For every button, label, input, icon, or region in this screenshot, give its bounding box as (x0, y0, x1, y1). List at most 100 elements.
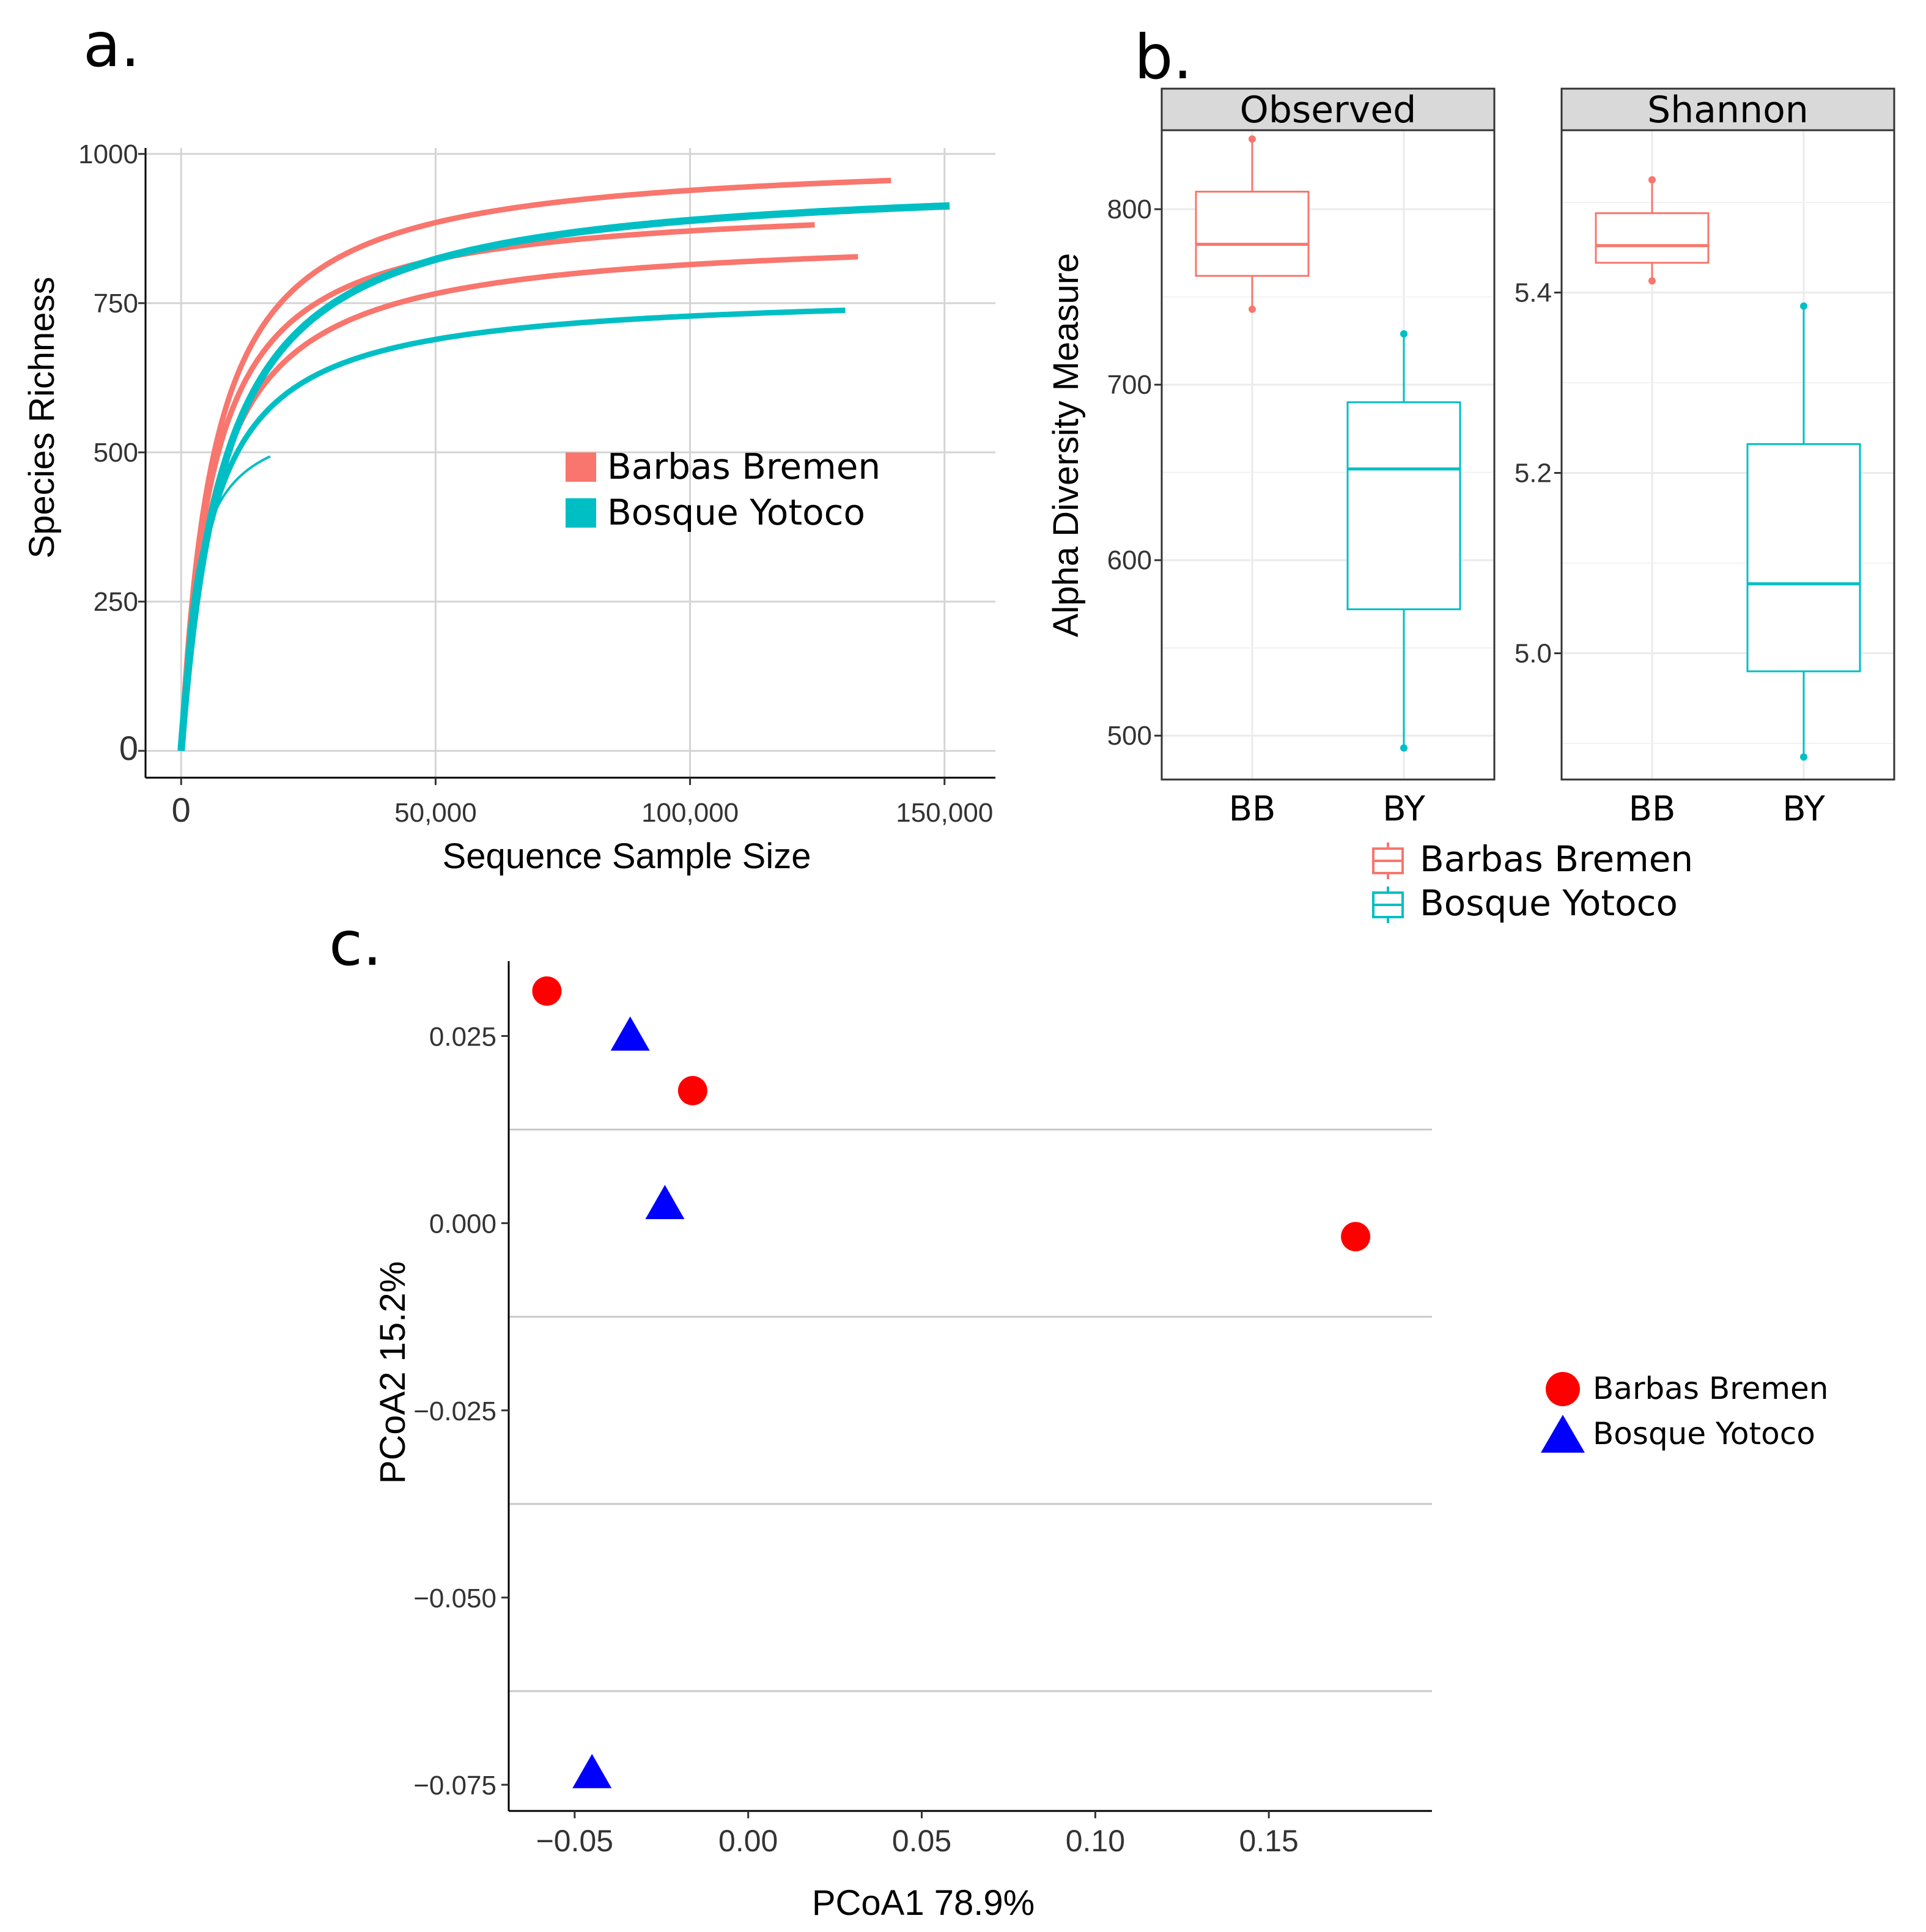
box-shannon-bb-min-point (1648, 277, 1656, 285)
rarefaction-curve-by-6 (180, 455, 271, 751)
facet-observed-y-tick-label-0: 500 (1107, 721, 1152, 751)
panel-a-x-ticks: 0 50,000 100,000 150,000 (172, 778, 993, 829)
panel-a-y-tick-label-0: 0 (119, 729, 138, 767)
panel-b-label: b. (1134, 21, 1192, 93)
panel-a-label: a. (83, 9, 140, 81)
box-observed-by-min-point (1400, 744, 1408, 752)
legend-key-box-barbas-bremen (1372, 842, 1404, 879)
panel-a-x-tick-label-3: 150,000 (896, 798, 993, 828)
panel-a-y-tick-label-1: 250 (94, 587, 138, 617)
panel-a-y-tick-label-3: 750 (94, 289, 138, 319)
box-observed-by-iqr (1346, 401, 1461, 611)
facet-shannon-category-by: BY (1782, 789, 1825, 829)
legend-swatch-bosque-yotoco (566, 498, 596, 528)
panel-a-x-axis-title: Sequence Sample Size (443, 836, 811, 876)
panel-a-axes (144, 148, 995, 779)
box-observed-bb-max-point (1249, 135, 1256, 143)
panel-c-x-tick-label-3: 0.10 (1066, 1824, 1125, 1858)
facet-shannon-boxes (1595, 176, 1861, 761)
facet-observed-y-ticks: 500 600 700 800 (1107, 194, 1162, 751)
panel-c-x-ticks: −0.05 0.00 0.05 0.10 0.15 (536, 1811, 1299, 1858)
panel-c-legend: Barbas Bremen Bosque Yotoco (1541, 1371, 1829, 1453)
panel-c-legend-label-bosque-yotoco: Bosque Yotoco (1593, 1416, 1815, 1451)
facet-strip-shannon (1560, 87, 1895, 131)
panel-c-x-axis-title: PCoA1 78.9% (812, 1883, 1035, 1923)
panel-c-y-tick-label-2: −0.025 (413, 1396, 496, 1426)
legend-swatch-barbas-bremen (566, 452, 596, 482)
panel-a-y-tick-label-2: 500 (94, 438, 138, 468)
panel-c-y-tick-label-1: −0.050 (413, 1584, 496, 1613)
panel-c-legend-label-barbas-bremen: Barbas Bremen (1593, 1371, 1829, 1406)
pcoa-point-bb-2 (677, 1075, 707, 1105)
facet-title-shannon: Shannon (1647, 89, 1809, 131)
facet-shannon-y-ticks: 5.0 5.2 5.4 (1515, 278, 1562, 669)
panel-c-y-tick-label-0: −0.075 (413, 1771, 496, 1801)
box-observed-by-max-point (1400, 330, 1408, 337)
panel-a-y-axis-title: Species Richness (22, 277, 62, 559)
box-shannon-bb-max-point (1648, 176, 1656, 184)
panel-c-pcoa: c. −0.05 0.00 0.05 0.10 0.15 −0.075−0.050−0.… (329, 908, 1829, 1923)
pcoa-point-by-2 (645, 1185, 685, 1220)
panel-c-points (532, 976, 1371, 1788)
facet-observed-boxes (1195, 135, 1461, 752)
facet-shannon-y-tick-label-0: 5.0 (1515, 639, 1552, 669)
panel-a-curves (177, 177, 950, 751)
panel-c-x-tick-label-1: 0.00 (718, 1824, 778, 1858)
pcoa-point-by-3 (572, 1753, 612, 1788)
panel-c-y-axis-title: PCoA2 15.2% (373, 1261, 413, 1484)
panel-b-legend: Barbas Bremen Bosque Yotoco (1372, 838, 1693, 924)
panel-a-x-tick-label-0: 0 (172, 791, 191, 829)
legend-label-bosque-yotoco: Bosque Yotoco (607, 492, 865, 533)
box-observed-bb-min-point (1249, 305, 1256, 313)
facet-observed-y-tick-label-3: 800 (1107, 194, 1152, 224)
panel-a-rarefaction: a. 0 50,000 100,000 150,000 02505007501000 … (22, 9, 995, 876)
legend-label-barbas-bremen: Barbas Bremen (607, 446, 880, 487)
panel-a-x-tick-label-2: 100,000 (641, 798, 739, 828)
panel-c-grid (509, 1129, 1432, 1692)
pcoa-point-by-1 (610, 1016, 650, 1051)
panel-c-label: c. (329, 908, 382, 979)
panel-b-y-axis-title: Alpha Diversity Measure (1046, 253, 1086, 638)
facet-shannon-category-bb: BB (1629, 789, 1676, 829)
panel-c-y-ticks: −0.075 −0.050 −0.025 0.000 0.025 (413, 1022, 509, 1801)
legend-marker-bosque-yotoco (1541, 1415, 1585, 1453)
panel-c-axes (507, 961, 1432, 1812)
facet-shannon: Shannon 5.0 5.2 5.4 BB BY (1515, 87, 1895, 829)
panel-a-y-ticks: 0 250 500 750 1000 (78, 139, 146, 767)
legend-marker-barbas-bremen (1546, 1372, 1580, 1406)
pcoa-point-bb-1 (532, 976, 562, 1006)
box-shannon-bb-iqr (1595, 212, 1710, 264)
panel-a-x-tick-label-1: 50,000 (394, 798, 477, 828)
panel-a-grid (146, 148, 995, 778)
facet-observed-frame (1160, 129, 1496, 781)
facet-shannon-y-tick-label-2: 5.4 (1515, 278, 1552, 308)
panel-c-x-tick-label-0: −0.05 (536, 1824, 614, 1858)
pcoa-point-bb-3 (1341, 1222, 1371, 1252)
facet-shannon-frame (1560, 129, 1895, 781)
facet-observed: Observed 500 600 700 800 BB BY (1107, 87, 1496, 829)
box-shannon-by-iqr (1746, 443, 1861, 673)
panel-c-x-tick-label-2: 0.05 (892, 1824, 951, 1858)
panel-b-legend-label-bosque-yotoco: Bosque Yotoco (1420, 882, 1678, 924)
panel-c-y-tick-label-3: 0.000 (429, 1209, 496, 1239)
panel-b-alpha-diversity: b. Alpha Diversity Measure Observed 500 6… (1046, 21, 1895, 924)
rarefaction-curve-bb-1 (178, 177, 891, 751)
panel-a-y-tick-label-4: 1000 (78, 139, 138, 169)
rarefaction-curve-by-5 (178, 308, 846, 751)
facet-observed-category-bb: BB (1229, 789, 1276, 829)
panel-b-legend-label-barbas-bremen: Barbas Bremen (1420, 838, 1693, 880)
box-observed-bb-iqr (1195, 190, 1310, 277)
facet-title-observed: Observed (1240, 89, 1417, 131)
box-shannon-by-min-point (1800, 753, 1807, 761)
facet-observed-category-by: BY (1382, 789, 1425, 829)
panel-c-y-tick-label-4: 0.025 (429, 1022, 496, 1052)
facet-observed-y-tick-label-1: 600 (1107, 545, 1152, 575)
rarefaction-curve-by-4 (177, 202, 950, 751)
facet-observed-y-tick-label-2: 700 (1107, 370, 1152, 400)
box-shannon-by-max-point (1800, 302, 1807, 310)
panel-a-legend: Barbas Bremen Bosque Yotoco (566, 446, 880, 533)
legend-key-box-bosque-yotoco (1372, 887, 1404, 923)
facet-shannon-y-tick-label-1: 5.2 (1515, 459, 1552, 489)
panel-c-x-tick-label-4: 0.15 (1239, 1824, 1299, 1858)
